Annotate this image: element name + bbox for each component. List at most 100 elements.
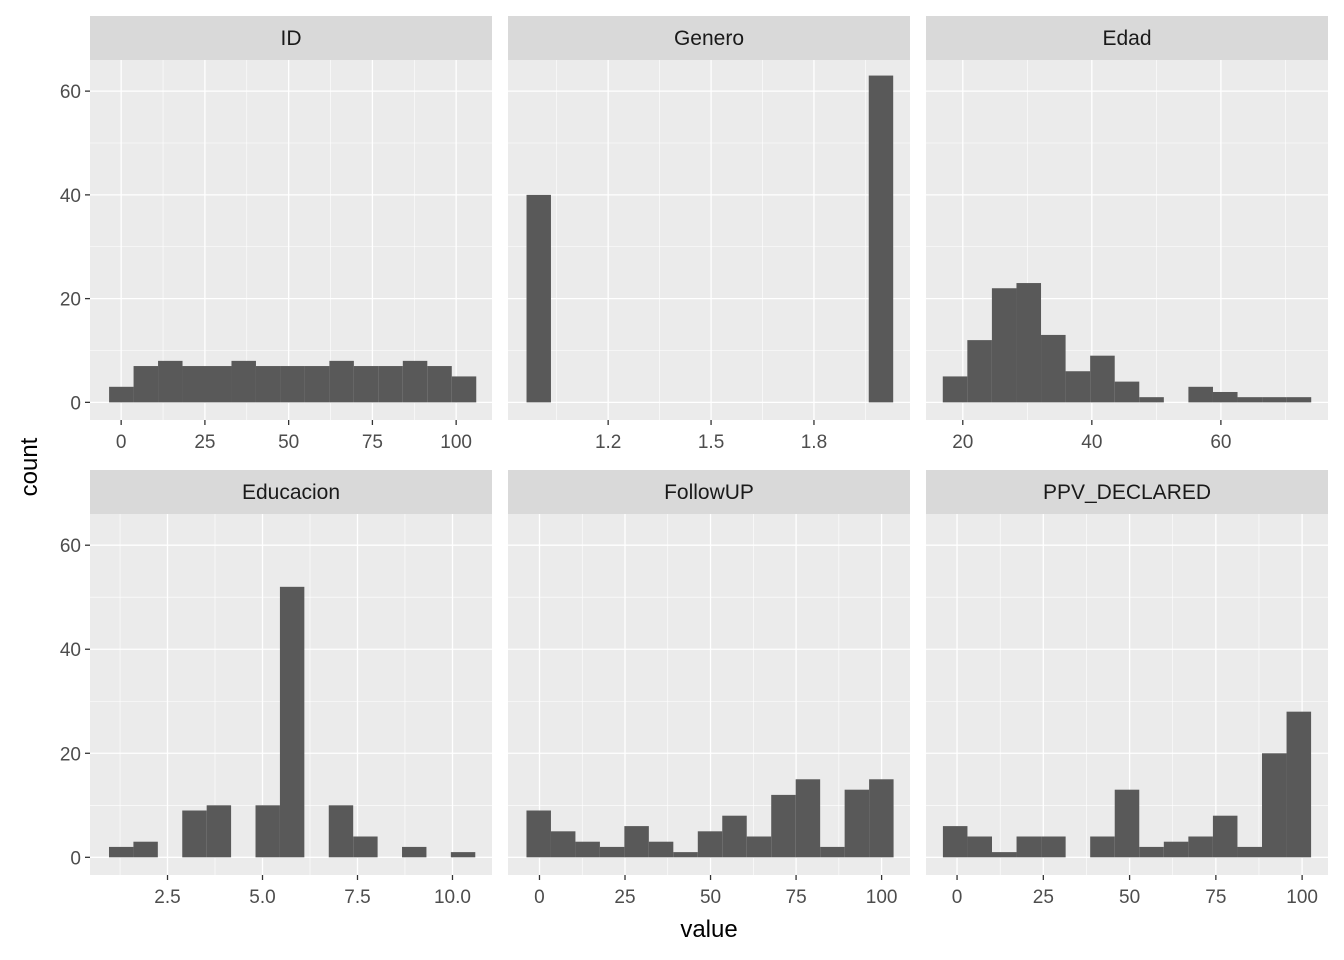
histogram-bar: [427, 366, 452, 403]
histogram-bar: [526, 810, 551, 858]
histogram-bar: [1016, 836, 1042, 858]
facet-strip: [926, 16, 1328, 60]
y-tick-label: 60: [60, 536, 81, 557]
panel-background: [508, 60, 910, 420]
histogram-bar: [133, 841, 158, 858]
x-tick-label: 0: [116, 432, 127, 453]
x-tick-label: 1.2: [595, 432, 621, 453]
histogram-bar: [1065, 371, 1091, 403]
facet-strip-label: Genero: [674, 27, 744, 50]
y-tick-label: 60: [60, 82, 81, 103]
y-tick-label: 0: [70, 848, 81, 869]
facet-strip: [926, 470, 1328, 514]
y-tick-label: 40: [60, 186, 81, 207]
histogram-bar: [1188, 836, 1213, 858]
histogram-bar: [451, 376, 477, 403]
panel-background: [90, 60, 492, 420]
histogram-bar: [771, 794, 796, 858]
histogram-bar: [967, 340, 992, 403]
histogram-bar: [329, 360, 354, 403]
histogram-bar: [231, 360, 256, 403]
facet-strip-label: ID: [281, 27, 302, 50]
histogram-bar: [942, 826, 968, 858]
facet-strip-label: Edad: [1102, 27, 1151, 50]
x-tick-label: 1.8: [801, 432, 827, 453]
histogram-bar: [550, 831, 576, 858]
facet-strip-label: Educacion: [242, 481, 340, 504]
histogram-bar: [207, 366, 232, 403]
y-axis-title: count: [16, 437, 43, 496]
x-tick-label: 7.5: [344, 887, 370, 908]
histogram-bar: [746, 836, 772, 858]
y-tick-label: 20: [60, 744, 81, 765]
histogram-bar: [575, 841, 600, 858]
histogram-bar: [673, 852, 698, 858]
histogram-bar: [844, 789, 870, 858]
x-axis-title: value: [680, 916, 737, 943]
x-tick-label: 25: [194, 432, 215, 453]
histogram-bar: [450, 852, 476, 858]
histogram-bar: [402, 360, 428, 403]
histogram-bar: [1139, 397, 1164, 403]
histogram-bar: [328, 805, 354, 858]
facet-edad: Edad 20 40 60: [926, 16, 1328, 453]
histogram-bar: [109, 386, 134, 403]
x-tick-label: 100: [866, 887, 898, 908]
x-tick-label: 60: [1210, 432, 1231, 453]
x-tick-label: 5.0: [249, 887, 275, 908]
x-tick-label: 50: [278, 432, 299, 453]
histogram-bar: [599, 846, 625, 858]
histogram-bar: [697, 831, 723, 858]
histogram-bar: [991, 852, 1017, 858]
histogram-bar: [255, 805, 280, 858]
histogram-bar: [722, 815, 747, 858]
histogram-bar: [1212, 815, 1238, 858]
x-tick-label: 75: [786, 887, 807, 908]
histogram-bar: [1237, 397, 1263, 403]
histogram-bar: [353, 366, 379, 403]
histogram-bar: [378, 366, 403, 403]
x-tick-label: 10.0: [434, 887, 471, 908]
x-tick-label: 100: [1286, 887, 1318, 908]
histogram-bar: [868, 75, 894, 403]
x-tick-label: 50: [700, 887, 721, 908]
facet-strip-label: FollowUP: [664, 481, 754, 504]
facet-strip: [508, 16, 910, 60]
histogram-bar: [108, 846, 134, 858]
histogram-bar: [206, 805, 232, 858]
y-tick-label: 40: [60, 640, 81, 661]
histogram-bar: [1114, 789, 1140, 858]
histogram-bar: [255, 366, 281, 403]
facet-strip-label: PPV_DECLARED: [1043, 481, 1211, 504]
x-tick-label: 20: [952, 432, 973, 453]
histogram-bar: [1090, 836, 1115, 858]
histogram-bar: [1041, 836, 1066, 858]
x-tick-label: 75: [362, 432, 383, 453]
facet-educacion: Educacion 2.5 5.0 7.5 10.0 0 20 40 60: [60, 470, 492, 908]
histogram-bar: [304, 366, 330, 403]
facet-strip: [90, 16, 492, 60]
y-tick-label: 0: [70, 393, 81, 414]
histogram-bar: [1262, 753, 1287, 858]
histogram-bar: [1090, 355, 1115, 403]
panel-background: [508, 514, 910, 875]
facet-strip: [90, 470, 492, 514]
histogram-bar: [1237, 846, 1263, 858]
histogram-bar: [158, 360, 183, 403]
facet-id: ID 0 25 50 75 100 0 20 40 60: [60, 16, 492, 453]
histogram-bar: [182, 810, 207, 858]
histogram-bar: [1016, 283, 1042, 403]
histogram-bar: [279, 586, 305, 858]
x-tick-label: 100: [440, 432, 472, 453]
x-tick-label: 40: [1081, 432, 1102, 453]
x-tick-label: 50: [1119, 887, 1140, 908]
histogram-bar: [1163, 841, 1189, 858]
histogram-bar: [402, 846, 427, 858]
histogram-bar: [869, 779, 894, 858]
histogram-bar: [353, 836, 378, 858]
histogram-bar: [795, 779, 821, 858]
x-tick-label: 25: [614, 887, 635, 908]
histogram-bar: [280, 366, 305, 403]
x-tick-label: 25: [1033, 887, 1054, 908]
